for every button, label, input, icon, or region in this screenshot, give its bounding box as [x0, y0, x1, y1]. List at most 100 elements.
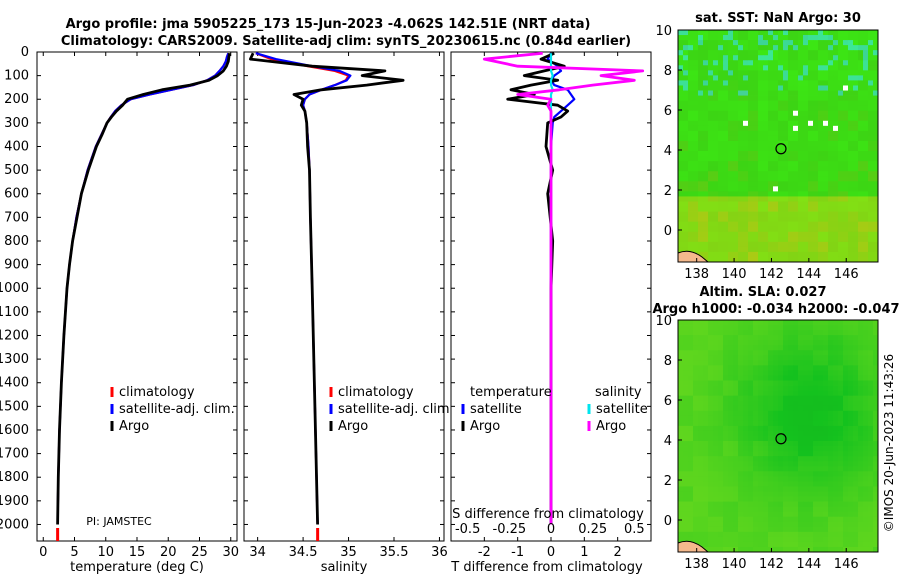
- map-cell: [758, 471, 764, 477]
- map-cell: [738, 60, 744, 66]
- title-line2: Climatology: CARS2009. Satellite-adj cli…: [61, 34, 631, 49]
- map-cell: [788, 231, 794, 238]
- map-cell: [738, 246, 744, 253]
- map-cell: [698, 405, 704, 412]
- map-cell: [743, 166, 749, 172]
- map-cell: [863, 75, 869, 81]
- map-cell: [863, 451, 869, 457]
- map-cell: [723, 40, 729, 46]
- map-cell: [818, 161, 824, 167]
- map-cell: [818, 325, 824, 331]
- map-cell: [753, 95, 759, 102]
- map-cell: [728, 171, 734, 177]
- map-cell: [823, 241, 829, 248]
- map-cell: [813, 156, 819, 162]
- map-cell: [768, 60, 774, 66]
- map-cell: [843, 531, 849, 538]
- map-cell: [843, 471, 849, 477]
- map-cell: [698, 471, 704, 477]
- map-cell: [773, 231, 779, 238]
- map-cell: [738, 335, 744, 341]
- map-cell: [733, 370, 739, 376]
- map-cell: [868, 60, 874, 66]
- map-cell: [798, 50, 804, 56]
- map-cell: [718, 501, 724, 508]
- map-cell: [838, 345, 844, 351]
- map-cell: [713, 430, 719, 437]
- map-cell: [733, 176, 739, 182]
- map-cell: [743, 461, 749, 467]
- map-cell: [763, 40, 769, 46]
- map-cell: [813, 151, 819, 157]
- x-tick-label: 1: [580, 545, 588, 560]
- map-cell: [783, 491, 789, 497]
- map-cell: [843, 476, 849, 482]
- map-cell: [708, 125, 714, 132]
- map-cell: [803, 181, 809, 187]
- map-y-tick-label: 0: [664, 224, 672, 239]
- map-cell: [703, 140, 709, 147]
- map-cell: [828, 466, 834, 472]
- map-cell: [723, 325, 729, 331]
- map-cell: [808, 196, 814, 202]
- depth-tick-label: 100: [4, 69, 29, 84]
- map-cell: [873, 241, 879, 248]
- map-cell: [858, 491, 864, 497]
- map-cell: [733, 380, 739, 386]
- map-cell: [723, 95, 729, 102]
- map-cell: [758, 395, 764, 402]
- map-cell: [708, 501, 714, 508]
- map-cell: [713, 50, 719, 56]
- map-cell: [758, 201, 764, 207]
- map-cell: [778, 506, 784, 513]
- map-cell: [723, 171, 729, 177]
- map-cell: [833, 115, 839, 122]
- map-cell: [803, 256, 809, 263]
- map-cell: [713, 425, 719, 432]
- map-cell: [743, 35, 749, 41]
- map-cell: [823, 181, 829, 187]
- map-cell: [688, 35, 694, 41]
- x-tick-label: 0: [39, 545, 47, 560]
- depth-axis-labels: 0100200300400500600700800900100011001200…: [0, 45, 29, 532]
- map-cell: [773, 216, 779, 223]
- map-cell: [758, 241, 764, 248]
- map-cell: [678, 161, 684, 167]
- map-cell: [708, 441, 714, 447]
- map-cell: [858, 400, 864, 407]
- map-cell: [838, 350, 844, 356]
- map-cell: [853, 90, 859, 96]
- map-cell: [773, 226, 779, 233]
- map-cell: [768, 370, 774, 376]
- map-cell: [733, 246, 739, 253]
- map-cell: [698, 40, 704, 46]
- map-cell: [718, 221, 724, 228]
- map-cell: [868, 501, 874, 508]
- map-cell: [828, 55, 834, 61]
- map-cell: [818, 125, 824, 132]
- map-cell: [853, 526, 859, 533]
- map-cell: [693, 80, 699, 86]
- map-cell: [803, 340, 809, 346]
- map-cell: [733, 241, 739, 248]
- map-cell: [873, 105, 879, 112]
- depth-tick-label: 0: [21, 45, 29, 60]
- map-cell: [698, 541, 704, 548]
- map-cell: [678, 451, 684, 457]
- depth-tick-label: 900: [4, 258, 29, 273]
- map-cell: [733, 40, 739, 46]
- map-cell: [818, 110, 824, 117]
- map-cell: [728, 370, 734, 376]
- map-cell: [683, 90, 689, 96]
- map-cell: [813, 390, 819, 397]
- map-cell: [813, 191, 819, 197]
- map-cell: [723, 256, 729, 263]
- map-cell: [688, 140, 694, 147]
- map-cell: [828, 151, 834, 157]
- map-cell: [818, 420, 824, 427]
- map-cell: [748, 385, 754, 392]
- map-cell: [733, 360, 739, 366]
- map-cell: [678, 120, 684, 127]
- map-cell: [683, 345, 689, 351]
- map-x-tick-label: 140: [722, 267, 747, 282]
